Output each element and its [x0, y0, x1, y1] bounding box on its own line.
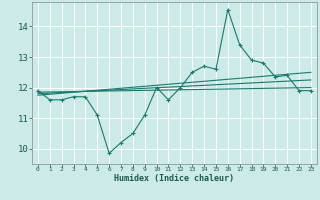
X-axis label: Humidex (Indice chaleur): Humidex (Indice chaleur) — [115, 174, 234, 183]
